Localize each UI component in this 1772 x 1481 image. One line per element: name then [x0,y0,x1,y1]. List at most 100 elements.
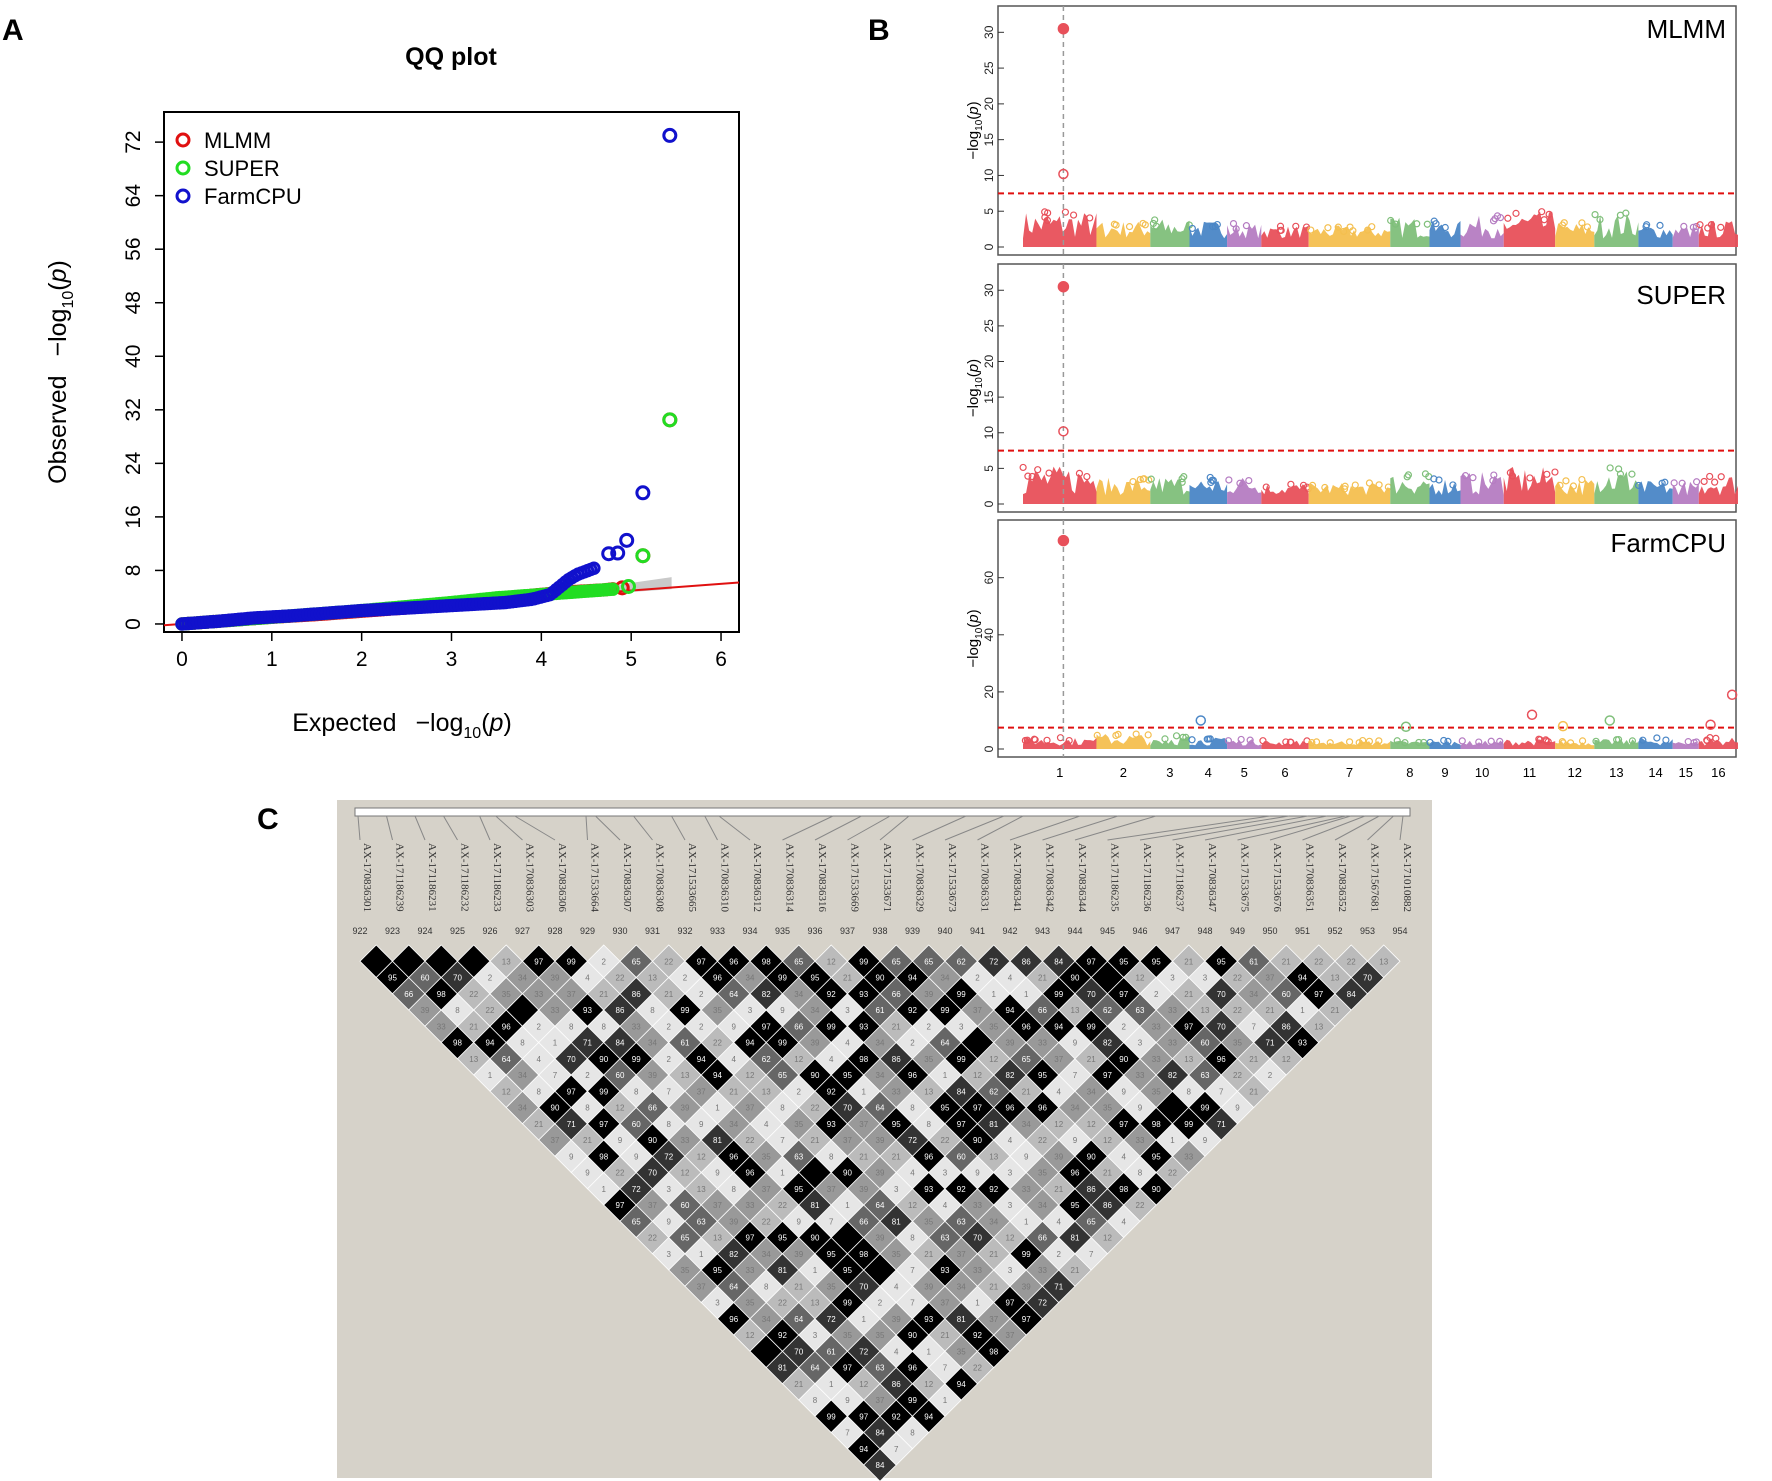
ld-cell-value: 90 [599,1055,608,1064]
chromosome-label: 14 [1648,765,1662,780]
ld-cell-value: 34 [941,974,950,983]
ld-cell-value: 13 [811,1299,820,1308]
manhattan-snp-point [1209,476,1217,485]
qq-ylabel-var: p [44,268,72,283]
ld-cell-value: 34 [762,1315,771,1324]
y-tick-label: 60 [982,571,996,585]
ld-cell-value: 13 [681,1071,690,1080]
manhattan-snp-band-chr12 [1555,479,1595,504]
ld-cell-value: 12 [924,1380,933,1389]
ld-cell-value: 21 [794,1380,803,1389]
ld-cell-value: 97 [1006,1299,1015,1308]
manhattan-snp-point [1614,735,1623,744]
ld-marker-connector [357,815,361,841]
manhattan-peak [1195,715,1207,726]
manhattan-snp-point [1242,222,1251,230]
ld-marker-index: 935 [775,926,790,936]
manhattan-snp-point [1178,478,1186,486]
ld-cell-value: 35 [1233,1039,1242,1048]
ld-cell-value: 33 [1184,1152,1193,1161]
manhattan-snp-point [1622,209,1630,217]
manhattan-snp-band-chr14 [1638,227,1673,247]
manhattan-snp-point [1276,222,1285,230]
ld-cell-value: 96 [1006,1104,1015,1113]
ld-cell-value: 33 [973,1201,982,1210]
qq-point-farmcpu [662,127,678,143]
ld-marker-index: 924 [417,926,432,936]
ld-cell-value: 35 [924,1055,933,1064]
ld-cell-value: 3 [1138,1039,1143,1048]
manhattan-snp-band-chr13 [1594,739,1639,749]
ld-cell-value: 12 [681,1169,690,1178]
ld-cell-value: 81 [892,1217,901,1226]
manhattan-snp-point [1578,475,1586,484]
ld-cell-value: 1 [715,1104,720,1113]
qq-y-axis-label: Observed −log10(p) [44,260,77,484]
ld-cell-value: 12 [502,1087,511,1096]
ld-marker-connector [944,815,1005,841]
ld-cell-value: 66 [648,1104,657,1113]
manhattan-snp-point [1341,482,1349,490]
ylabel-log: −log [965,639,982,668]
manhattan-peak [1400,721,1412,732]
ld-cell-value: 34 [746,974,755,983]
ld-cell-value: 9 [667,1217,672,1226]
manhattan-snp-point [1188,736,1196,744]
ld-cell-value: 22 [1233,974,1242,983]
ld-cell-value: 1 [780,1169,785,1178]
ld-cell-value: 63 [794,1152,803,1161]
ld-marker-index: 927 [515,926,530,936]
ld-cell-value: 94 [713,1071,722,1080]
ld-cell-value: 90 [908,1331,917,1340]
manhattan-snp-point [1061,208,1070,216]
legend-marker-super [175,160,191,176]
ld-cell-value: 35 [1103,1104,1112,1113]
ld-cell-value: 7 [1089,1250,1094,1259]
ld-cell-value: 2 [488,974,493,983]
ld-cell-value: 12 [1087,1120,1096,1129]
ld-cell-value: 34 [518,974,527,983]
manhattan-snp-point [1236,479,1244,487]
manhattan-snp-point [1144,731,1152,739]
ld-cell-value: 8 [813,1396,818,1405]
manhattan-snp-point [1458,737,1466,745]
y-tick-label: 0 [982,745,996,752]
ld-cell-value: 4 [764,1120,769,1129]
x-tick-label: 2 [356,648,368,671]
manhattan-snp-point [1678,479,1686,487]
ld-cell-value: 95 [811,974,820,983]
ld-cell-value: 8 [634,1087,639,1096]
ld-cell-value: 95 [388,974,397,983]
manhattan-snp-point [1543,470,1551,478]
manhattan-snp-point [1086,214,1094,222]
y-tick-label: 30 [982,25,996,39]
ld-cell-value: 72 [664,1152,673,1161]
manhattan-snp-point [1093,731,1101,739]
manhattan-snp-point [1662,736,1670,744]
y-tick-label: 16 [122,505,145,528]
ld-cell-value: 99 [567,957,576,966]
ld-cell-value: 82 [729,1250,738,1259]
ld-cell-value: 2 [667,1055,672,1064]
ld-cell-value: 96 [729,957,738,966]
ld-marker-connector [1237,815,1347,841]
ylabel-close: ) [965,359,982,364]
ld-cell-value: 82 [1168,1071,1177,1080]
ld-cell-value: 2 [602,957,607,966]
x-tick-label: 1 [266,648,278,671]
ld-cell-value: 98 [859,1250,868,1259]
qq-ylabel-log: −log [44,309,72,357]
manhattan-snp-point [1706,472,1714,481]
panel-letter-a: A [2,14,24,47]
ld-cell-value: 94 [486,1039,495,1048]
manhattan-snp-band-chr1 [1023,213,1097,247]
manhattan-snp-point [1435,476,1443,484]
ld-cell-value: 33 [1168,1006,1177,1015]
ld-cell-value: 35 [989,1022,998,1031]
manhattan-snp-point [1225,476,1233,484]
ld-cell-value: 2 [975,974,980,983]
ld-cell-value: 1 [699,1250,704,1259]
ld-cell-value: 90 [1119,1055,1128,1064]
ld-marker-label: AX-170836344 [1076,843,1088,913]
manhattan-snp-band-chr15 [1672,741,1699,749]
